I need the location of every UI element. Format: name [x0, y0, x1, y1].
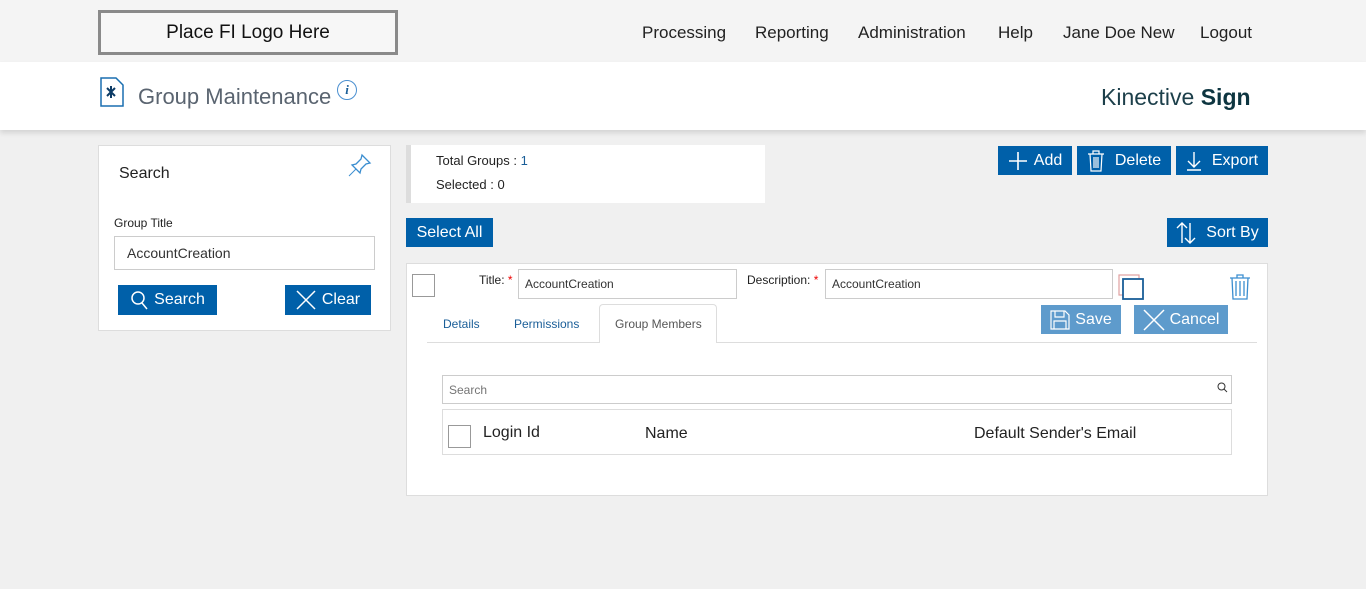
description-label: Description: * [747, 273, 819, 287]
delete-group-icon[interactable] [1229, 273, 1251, 301]
tab-details[interactable]: Details [443, 317, 480, 331]
nav-logout[interactable]: Logout [1200, 23, 1252, 42]
total-groups: Total Groups : 1 [436, 153, 528, 168]
plus-icon [1008, 151, 1027, 170]
summary-box [406, 145, 765, 203]
select-all-button[interactable]: Select All [406, 218, 493, 247]
add-button[interactable]: Add [998, 146, 1072, 175]
nav-reporting[interactable]: Reporting [755, 23, 829, 42]
search-panel-heading: Search [119, 165, 170, 182]
logo-placeholder: Place FI Logo Here [98, 10, 398, 55]
title-label: Title: * [479, 273, 513, 287]
cancel-button[interactable]: Cancel [1134, 305, 1228, 334]
download-icon [1186, 151, 1201, 171]
description-input[interactable] [825, 269, 1113, 299]
nav-help[interactable]: Help [998, 23, 1033, 42]
nav-processing[interactable]: Processing [642, 23, 727, 42]
search-button[interactable]: Search [118, 285, 217, 315]
page-title: Group Maintenance [138, 84, 332, 109]
sort-by-button[interactable]: Sort By [1167, 218, 1268, 247]
info-icon[interactable]: i [337, 80, 357, 100]
tab-group-members-label[interactable]: Group Members [615, 317, 702, 331]
search-icon[interactable] [1217, 382, 1228, 393]
members-search-input[interactable] [442, 375, 1232, 404]
export-button[interactable]: Export [1176, 146, 1268, 175]
group-title-label: Group Title [114, 216, 173, 230]
column-name[interactable]: Name [645, 425, 688, 442]
group-select-checkbox[interactable] [412, 274, 435, 297]
sort-icon [1176, 221, 1196, 244]
delete-button[interactable]: Delete [1077, 146, 1171, 175]
trash-icon [1087, 149, 1104, 172]
column-login-id[interactable]: Login Id [483, 424, 540, 441]
save-icon [1050, 309, 1070, 330]
clear-button[interactable]: Clear [285, 285, 371, 315]
nav-administration[interactable]: Administration [858, 23, 966, 42]
pin-icon[interactable] [347, 152, 373, 178]
select-all-members-checkbox[interactable] [448, 425, 471, 448]
column-default-sender-email[interactable]: Default Sender's Email [974, 425, 1137, 442]
group-title-input[interactable] [114, 236, 375, 270]
nav-user[interactable]: Jane Doe New [1063, 23, 1175, 42]
page-header [0, 62, 1366, 130]
members-table-header [442, 409, 1232, 455]
search-icon [131, 291, 148, 310]
document-tools-icon [100, 77, 124, 107]
tab-divider [427, 342, 1257, 343]
close-icon [1143, 308, 1165, 331]
tab-group-members[interactable] [599, 304, 717, 343]
tab-permissions[interactable]: Permissions [514, 317, 580, 331]
close-icon [296, 290, 316, 310]
title-input[interactable] [518, 269, 737, 299]
brand-logo: Kinective Sign [1101, 84, 1251, 110]
save-button[interactable]: Save [1041, 305, 1121, 334]
selected-count: Selected : 0 [436, 177, 505, 192]
copy-icon[interactable] [1118, 274, 1146, 300]
